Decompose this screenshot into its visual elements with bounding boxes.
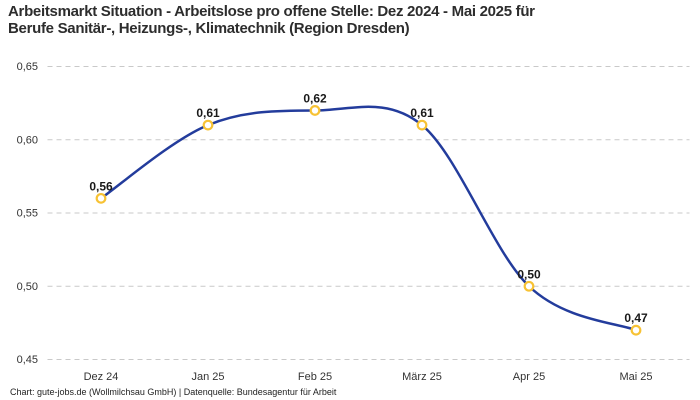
data-point-label: 0,61 xyxy=(410,106,434,120)
x-axis-tick-label: Feb 25 xyxy=(298,371,332,383)
y-axis-tick-label: 0,45 xyxy=(17,354,38,366)
chart-title: Arbeitsmarkt Situation - Arbeitslose pro… xyxy=(8,3,668,37)
data-point-marker xyxy=(202,119,214,131)
x-axis-tick-label: Apr 25 xyxy=(513,371,545,383)
y-axis-tick-label: 0,60 xyxy=(17,134,38,146)
data-point-marker xyxy=(309,105,321,116)
x-axis-tick-label: Jan 25 xyxy=(191,371,224,383)
chart-title-line1: Arbeitsmarkt Situation - Arbeitslose pro… xyxy=(8,3,535,20)
data-point-label: 0,47 xyxy=(624,311,648,325)
y-axis-tick-label: 0,65 xyxy=(17,61,38,73)
y-axis-tick-label: 0,55 xyxy=(17,208,38,220)
series-line xyxy=(99,105,638,332)
chart-attribution: Chart: gute-jobs.de (Wollmilchsau GmbH) … xyxy=(10,387,337,397)
data-point-label: 0,50 xyxy=(517,267,541,281)
data-point-marker xyxy=(416,119,428,131)
x-axis-tick-label: März 25 xyxy=(402,371,442,383)
data-point-label: 0,56 xyxy=(89,179,113,193)
data-point-marker xyxy=(95,192,107,204)
data-point-label: 0,62 xyxy=(303,91,327,105)
x-axis-tick-label: Dez 24 xyxy=(84,371,119,383)
data-point-marker xyxy=(630,324,642,336)
y-axis-tick-label: 0,50 xyxy=(17,281,38,293)
chart-title-line2: Berufe Sanitär-, Heizungs-, Klimatechnik… xyxy=(8,19,410,37)
data-point-marker xyxy=(523,280,535,292)
x-axis-tick-label: Mai 25 xyxy=(619,371,652,383)
data-point-label: 0,61 xyxy=(196,106,220,120)
